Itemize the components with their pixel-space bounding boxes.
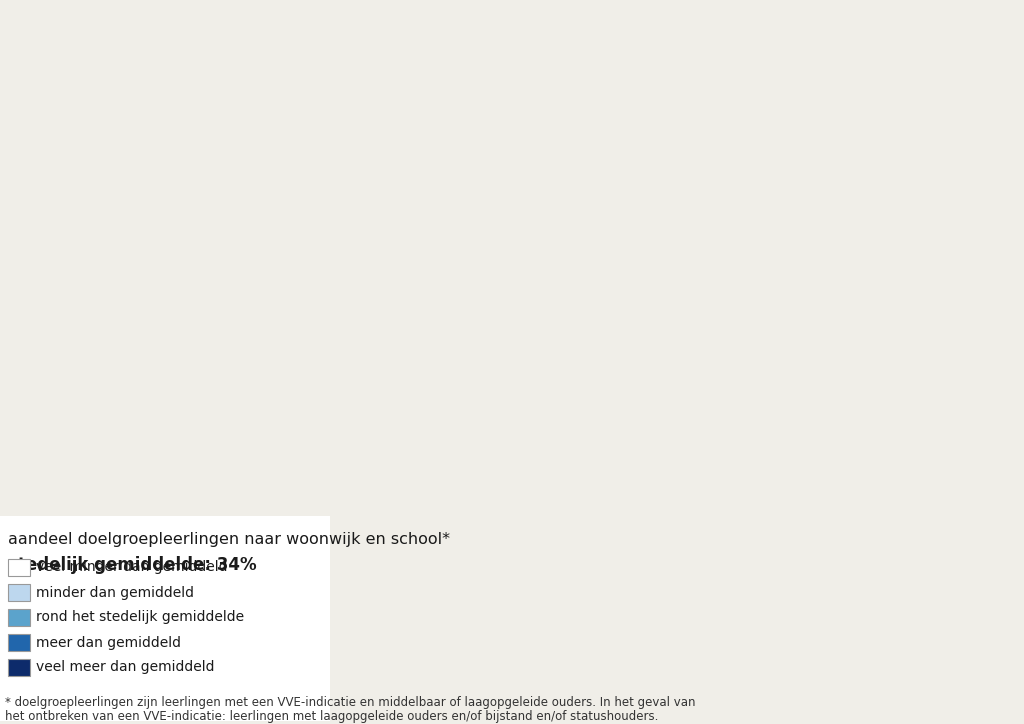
Text: aandeel doelgroepleerlingen naar woonwijk en school*: aandeel doelgroepleerlingen naar woonwij… [8, 532, 450, 547]
Text: het ontbreken van een VVE-indicatie: leerlingen met laagopgeleide ouders en/of b: het ontbreken van een VVE-indicatie: lee… [5, 710, 658, 723]
Bar [8, 634, 30, 651]
Bar [8, 609, 30, 626]
Bar [8, 659, 30, 676]
Text: veel meer dan gemiddeld: veel meer dan gemiddeld [36, 660, 214, 675]
Bar [8, 584, 30, 601]
FancyBboxPatch shape [0, 516, 330, 721]
Bar [8, 559, 30, 576]
Text: rond het stedelijk gemiddelde: rond het stedelijk gemiddelde [36, 610, 244, 625]
Text: stedelijk gemiddelde: 34%: stedelijk gemiddelde: 34% [8, 556, 257, 574]
Text: minder dan gemiddeld: minder dan gemiddeld [36, 586, 194, 599]
Text: meer dan gemiddeld: meer dan gemiddeld [36, 636, 181, 649]
Text: veel minder dan gemiddeld: veel minder dan gemiddeld [36, 560, 227, 575]
Text: * doelgroepleerlingen zijn leerlingen met een VVE-indicatie en middelbaar of laa: * doelgroepleerlingen zijn leerlingen me… [5, 696, 695, 709]
